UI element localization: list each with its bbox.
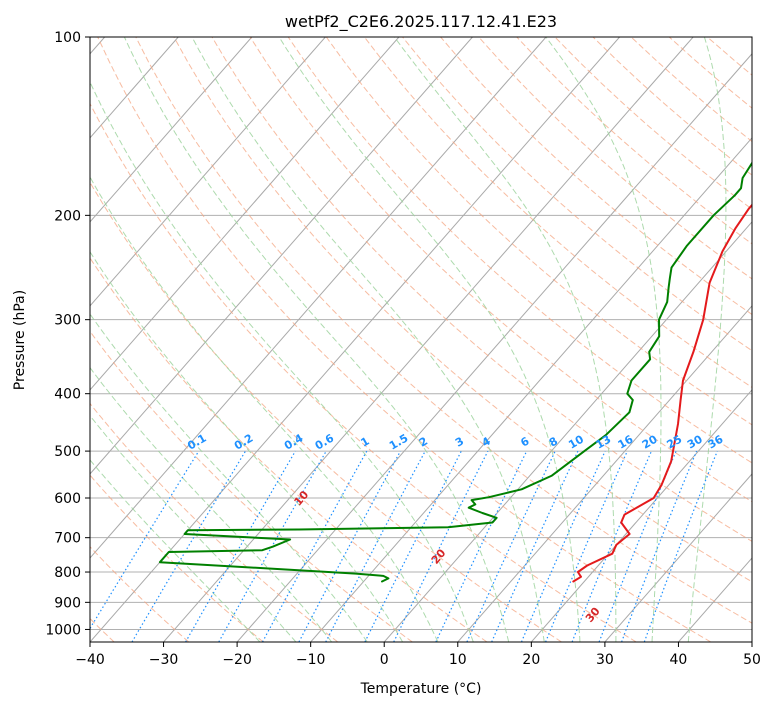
y-tick-label: 200 xyxy=(54,208,81,224)
moist-adiabat-line xyxy=(90,313,368,642)
mixing-ratio-line xyxy=(598,450,677,642)
isotherm-line xyxy=(90,37,253,223)
isotherm-line xyxy=(90,37,473,475)
mixing-ratio-line xyxy=(298,450,401,642)
moist-adiabat-line xyxy=(278,37,581,642)
y-tick-label: 700 xyxy=(54,531,81,547)
moist-adiabat-line xyxy=(90,366,333,642)
dry-adiabat-line xyxy=(440,37,752,316)
isotherm-line xyxy=(90,37,547,559)
dry-adiabat-line xyxy=(402,37,752,352)
y-tick-label: 800 xyxy=(54,565,81,581)
dry-adiabats xyxy=(90,37,752,642)
y-tick-label: 300 xyxy=(54,313,81,329)
x-tick-label: −30 xyxy=(149,652,179,668)
dry-adiabat-line xyxy=(249,37,752,503)
y-axis-ticks: 100 200 300 400 500 600 700 800 900 1000 xyxy=(45,30,90,638)
dry-adiabat-line xyxy=(90,402,339,642)
dry-adiabat-line xyxy=(173,37,752,583)
x-tick-label: 30 xyxy=(596,652,614,668)
x-axis-label: Temperature (°C) xyxy=(360,681,482,697)
dry-adiabat-line xyxy=(90,181,562,642)
mixing-ratio-line xyxy=(520,450,606,642)
y-tick-label: 500 xyxy=(54,444,81,460)
y-tick-label: 1000 xyxy=(45,622,81,638)
x-tick-label: 0 xyxy=(380,652,389,668)
y-axis-label: Pressure (hPa) xyxy=(12,290,28,390)
isotherm-line xyxy=(163,37,694,642)
moist-adiabat-line xyxy=(90,459,261,642)
isotherm-line xyxy=(90,37,400,391)
isotherm-line xyxy=(604,473,752,642)
mixing-ratio-line xyxy=(491,450,579,642)
dry-adiabat-line xyxy=(90,257,488,642)
mixing-ratio-line xyxy=(90,450,200,630)
dry-adiabat-line xyxy=(90,474,264,642)
plot-frame xyxy=(89,36,753,643)
isotherm-line xyxy=(383,221,752,642)
x-tick-label: −10 xyxy=(296,652,326,668)
isotherm-line xyxy=(457,305,752,642)
x-tick-label: 50 xyxy=(743,652,761,668)
moist-adiabat-line xyxy=(191,37,545,642)
plot-area: 0.1 0.2 0.4 0.6 1 1.5 2 3 4 6 8 10 13 16 20 25 30 3610203… xyxy=(90,37,752,642)
moist-adiabat-line xyxy=(90,176,439,642)
mixing-ratio-line xyxy=(643,450,718,642)
pressure-gridlines xyxy=(90,37,752,630)
dry-adiabat-line xyxy=(211,37,752,542)
chart-title: wetPf2_C2E6.2025.117.12.41.E23 xyxy=(285,12,557,32)
mixing-ratio-line xyxy=(218,450,327,642)
x-tick-label: 40 xyxy=(670,652,688,668)
moist-adiabat-line xyxy=(687,37,727,642)
dry-adiabat-line xyxy=(90,102,637,642)
x-axis-ticks: −40 −30 −20 −10 0 10 20 30 40 50 xyxy=(75,642,761,668)
x-tick-label: 10 xyxy=(449,652,467,668)
mixing-ratio-line xyxy=(393,450,489,642)
temperature-profile-line xyxy=(572,203,752,583)
x-tick-label: −20 xyxy=(222,652,252,668)
mixing-ratio-line xyxy=(545,450,628,642)
mixing-ratio-line xyxy=(621,450,698,642)
y-tick-label: 100 xyxy=(54,30,81,46)
y-tick-label: 400 xyxy=(54,387,81,403)
dry-adiabat-line xyxy=(135,37,752,624)
moist-adiabat-line xyxy=(90,80,474,642)
isotherm-line xyxy=(236,53,752,642)
mixing-ratio-lines xyxy=(90,450,718,642)
dewpoint-profile-line xyxy=(158,161,752,583)
x-tick-label: −40 xyxy=(75,652,105,668)
moist-adiabat-line xyxy=(90,414,297,642)
mixing-ratio-line xyxy=(571,450,653,642)
isotherm-line xyxy=(90,37,620,642)
isotherm-line xyxy=(90,37,326,307)
dry-adiabat-line xyxy=(97,37,712,642)
mixing-ratio-line xyxy=(261,450,368,642)
moist-adiabat-line xyxy=(90,250,404,642)
mixing-ratio-line xyxy=(364,450,462,642)
dry-adiabat-line xyxy=(325,37,752,426)
x-tick-label: 20 xyxy=(522,652,540,668)
profile-series xyxy=(158,161,752,583)
y-tick-label: 600 xyxy=(54,491,81,507)
y-tick-label: 900 xyxy=(54,595,81,611)
moist-adiabat-line xyxy=(123,37,510,642)
